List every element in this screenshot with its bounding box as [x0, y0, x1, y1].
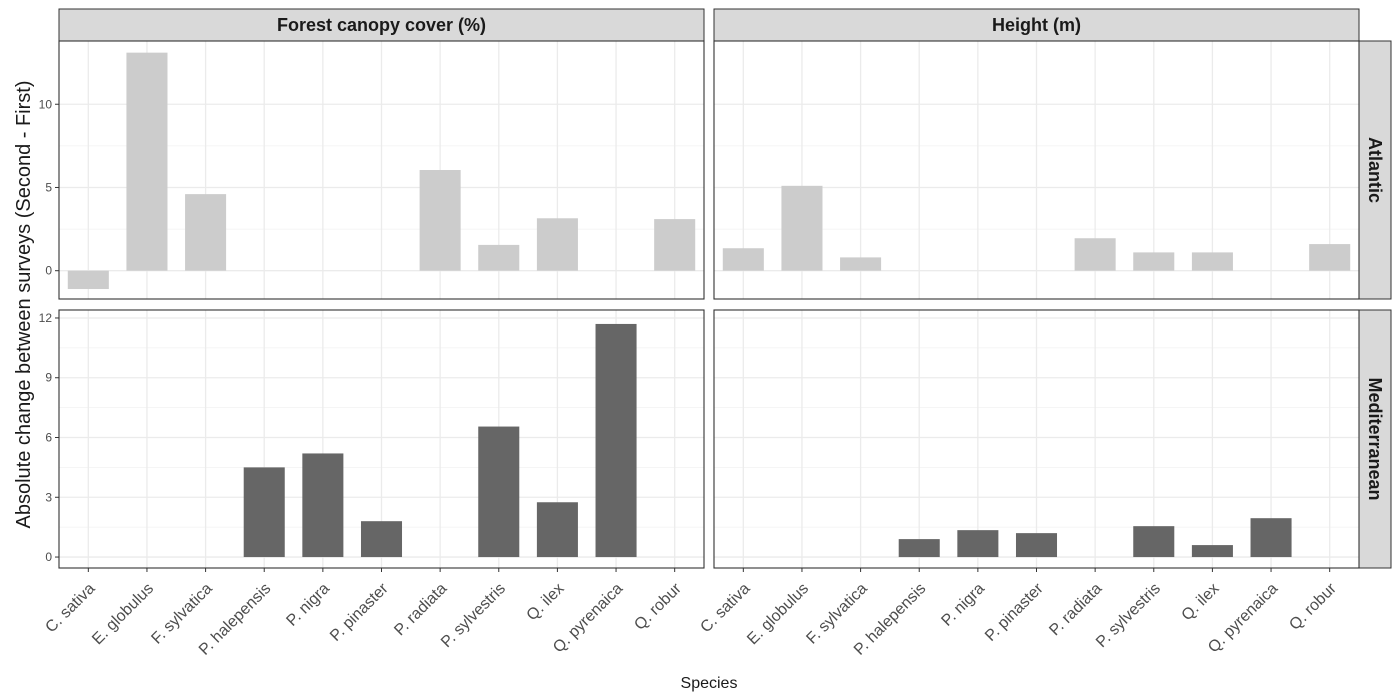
bar-p-nigra [957, 530, 999, 558]
strip-mediterranean [1358, 309, 1392, 569]
bar-q-ilex [1191, 545, 1233, 558]
x-tick-label-q-robur: Q. robur [1286, 580, 1340, 634]
bar-e-globulus [781, 185, 823, 271]
bar-e-globulus [126, 52, 168, 271]
y-tick-label: 6 [45, 431, 52, 445]
x-tick-label-q-ilex: Q. ilex [524, 580, 568, 624]
panel-atlantic-height-m [713, 40, 1360, 300]
x-tick-label-p-radiata: P. radiata [1046, 580, 1105, 639]
x-tick-label-p-nigra: P. nigra [938, 580, 988, 630]
y-tick-label: 0 [45, 264, 52, 278]
bar-p-pinaster [1015, 533, 1058, 558]
x-tick-label-p-pinaster: P. pinaster [327, 580, 392, 645]
x-tick-label-e-globulus: E. globulus [744, 580, 812, 648]
bar-f-sylvatica [840, 257, 882, 271]
strip-label-height-m: Height (m) [992, 15, 1081, 35]
y-tick-label: 10 [39, 97, 53, 111]
bar-p-sylvestris [478, 426, 520, 558]
panel-mediterranean-forest-canopy-cover [58, 309, 705, 569]
bar-p-sylvestris [1133, 252, 1175, 271]
bar-p-halepensis [243, 467, 285, 558]
y-axis-title: Absolute change between surveys (Second … [13, 81, 35, 529]
bar-c-sativa [722, 248, 764, 271]
bar-q-ilex [536, 502, 578, 558]
y-tick-label: 3 [45, 490, 52, 504]
bar-p-radiata [1074, 238, 1116, 271]
x-tick-label-q-ilex: Q. ilex [1179, 580, 1223, 624]
bar-q-ilex [1191, 252, 1233, 271]
bar-q-pyrenaica [595, 323, 637, 558]
y-axis-ticks: 0 5 10 0 3 6 9 12 [39, 97, 59, 564]
panel-border [713, 40, 1360, 300]
x-tick-label-c-sativa: C. sativa [42, 580, 98, 636]
bar-p-halepensis [898, 539, 940, 558]
bar-q-robur [654, 219, 696, 271]
y-tick-label: 0 [45, 550, 52, 564]
x-tick-label-p-pinaster: P. pinaster [982, 580, 1047, 645]
y-tick-label: 12 [39, 311, 53, 325]
x-axis-title: Species [681, 675, 738, 692]
bar-p-nigra [302, 453, 344, 558]
bar-q-pyrenaica [1250, 518, 1292, 558]
x-tick-label-q-robur: Q. robur [631, 580, 685, 634]
strip-atlantic [1358, 40, 1392, 300]
panel-border [58, 40, 705, 300]
bar-p-sylvestris [1133, 526, 1175, 558]
panels [58, 40, 1360, 569]
strip-height-m [713, 8, 1360, 42]
column-strips: Forest canopy cover (%) Height (m) [58, 8, 1360, 42]
bar-p-radiata [419, 170, 461, 271]
strip-label-atlantic: Atlantic [1365, 137, 1385, 203]
x-tick-label-p-nigra: P. nigra [283, 580, 333, 630]
bar-q-ilex [536, 218, 578, 271]
y-tick-label: 9 [45, 371, 52, 385]
bar-q-robur [1309, 244, 1351, 271]
x-tick-label-c-sativa: C. sativa [697, 580, 753, 636]
panel-mediterranean-height-m [713, 309, 1360, 569]
strip-label-forest-canopy-cover: Forest canopy cover (%) [277, 15, 486, 35]
panel-atlantic-forest-canopy-cover [58, 40, 705, 300]
strip-forest-canopy-cover [58, 8, 705, 42]
strip-label-mediterranean: Mediterranean [1365, 377, 1385, 500]
bar-p-pinaster [360, 521, 403, 558]
y-tick-label: 5 [45, 180, 52, 194]
row-strips: Atlantic Mediterranean [1358, 40, 1392, 569]
bar-f-sylvatica [185, 194, 227, 271]
x-tick-label-e-globulus: E. globulus [89, 580, 157, 648]
bar-c-sativa [67, 270, 109, 290]
x-tick-label-p-radiata: P. radiata [391, 580, 450, 639]
bar-p-sylvestris [478, 244, 520, 271]
